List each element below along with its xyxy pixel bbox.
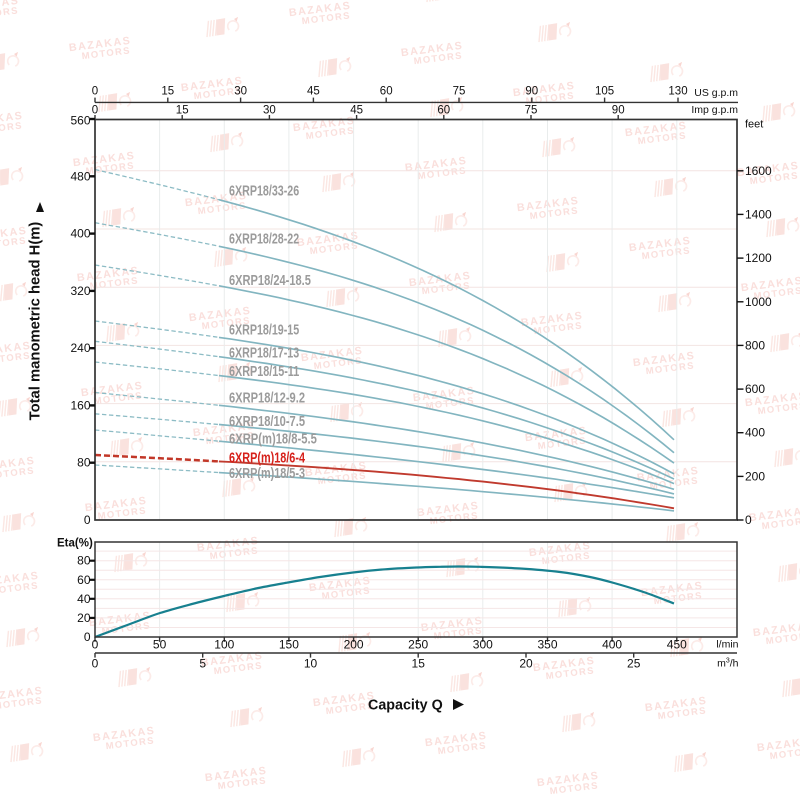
svg-text:6XRP(m)18/5-3: 6XRP(m)18/5-3 <box>229 466 305 482</box>
svg-text:Eta(%): Eta(%) <box>57 538 93 550</box>
svg-text:600: 600 <box>745 382 765 396</box>
svg-text:6XRP18/24-18.5: 6XRP18/24-18.5 <box>229 273 311 289</box>
svg-text:6XRP18/17-13: 6XRP18/17-13 <box>229 345 299 361</box>
svg-text:45: 45 <box>350 105 363 117</box>
svg-text:130: 130 <box>668 86 687 98</box>
svg-text:560: 560 <box>70 114 90 128</box>
svg-text:400: 400 <box>745 426 765 440</box>
svg-text:250: 250 <box>408 638 428 652</box>
svg-text:80: 80 <box>77 456 91 470</box>
svg-text:6XRP18/10-7.5: 6XRP18/10-7.5 <box>229 414 305 430</box>
svg-text:300: 300 <box>473 638 493 652</box>
svg-text:60: 60 <box>437 105 450 117</box>
svg-text:10: 10 <box>304 657 318 671</box>
svg-text:20: 20 <box>77 611 91 625</box>
svg-text:45: 45 <box>307 86 320 98</box>
svg-text:400: 400 <box>70 227 90 241</box>
svg-text:6XRP(m)18/8-5.5: 6XRP(m)18/8-5.5 <box>229 432 317 448</box>
svg-text:0: 0 <box>84 630 91 644</box>
svg-text:6XRP18/12-9.2: 6XRP18/12-9.2 <box>229 391 305 407</box>
svg-text:MOTORS: MOTORS <box>769 745 800 762</box>
svg-text:15: 15 <box>412 657 426 671</box>
svg-text:l/min: l/min <box>716 639 738 651</box>
svg-text:320: 320 <box>70 284 90 298</box>
svg-text:1600: 1600 <box>745 164 772 178</box>
svg-text:1200: 1200 <box>745 251 772 265</box>
svg-text:m3/h: m3/h <box>717 658 739 670</box>
svg-text:0: 0 <box>92 86 98 98</box>
svg-text:6XRP18/33-26: 6XRP18/33-26 <box>229 184 299 200</box>
svg-text:80: 80 <box>77 554 91 568</box>
svg-text:60: 60 <box>380 86 393 98</box>
svg-text:450: 450 <box>667 638 687 652</box>
svg-text:100: 100 <box>214 638 234 652</box>
svg-text:200: 200 <box>344 638 364 652</box>
svg-text:105: 105 <box>595 86 614 98</box>
svg-text:480: 480 <box>70 169 90 183</box>
svg-text:90: 90 <box>525 86 538 98</box>
svg-text:160: 160 <box>70 398 90 412</box>
svg-text:6XRP18/19-15: 6XRP18/19-15 <box>229 323 299 339</box>
svg-text:50: 50 <box>153 638 167 652</box>
svg-text:0: 0 <box>745 513 752 527</box>
svg-text:MOTORS: MOTORS <box>761 515 800 532</box>
svg-text:400: 400 <box>602 638 622 652</box>
svg-text:0: 0 <box>92 657 99 671</box>
svg-text:20: 20 <box>519 657 533 671</box>
svg-text:Imp g.p.m: Imp g.p.m <box>691 104 738 116</box>
svg-text:MOTORS: MOTORS <box>757 400 800 417</box>
svg-text:90: 90 <box>612 105 625 117</box>
svg-text:0: 0 <box>84 513 91 527</box>
svg-text:1400: 1400 <box>745 207 772 221</box>
svg-text:15: 15 <box>161 86 174 98</box>
svg-text:25: 25 <box>627 657 641 671</box>
svg-text:Capacity Q: Capacity Q <box>368 698 443 714</box>
svg-text:MOTORS: MOTORS <box>753 285 800 302</box>
svg-text:US g.p.m: US g.p.m <box>694 87 738 99</box>
svg-text:feet: feet <box>745 119 763 131</box>
svg-text:800: 800 <box>745 338 765 352</box>
svg-text:30: 30 <box>234 86 247 98</box>
svg-text:200: 200 <box>745 469 765 483</box>
svg-text:6XRP(m)18/6-4: 6XRP(m)18/6-4 <box>229 451 305 467</box>
svg-text:30: 30 <box>263 105 276 117</box>
svg-text:75: 75 <box>453 86 466 98</box>
svg-text:60: 60 <box>77 573 91 587</box>
svg-text:40: 40 <box>77 592 91 606</box>
svg-text:350: 350 <box>537 638 557 652</box>
svg-text:6XRP18/28-22: 6XRP18/28-22 <box>229 232 299 248</box>
svg-text:5: 5 <box>199 657 206 671</box>
svg-text:1000: 1000 <box>745 295 772 309</box>
svg-text:Total manometric head H(m): Total manometric head H(m) <box>28 222 44 421</box>
svg-text:15: 15 <box>176 105 189 117</box>
svg-text:0: 0 <box>92 638 99 652</box>
svg-text:240: 240 <box>70 341 90 355</box>
svg-text:MOTORS: MOTORS <box>765 630 800 647</box>
svg-text:6XRP18/15-11: 6XRP18/15-11 <box>229 364 299 380</box>
svg-text:0: 0 <box>92 105 98 117</box>
svg-text:150: 150 <box>279 638 299 652</box>
svg-text:75: 75 <box>525 105 538 117</box>
